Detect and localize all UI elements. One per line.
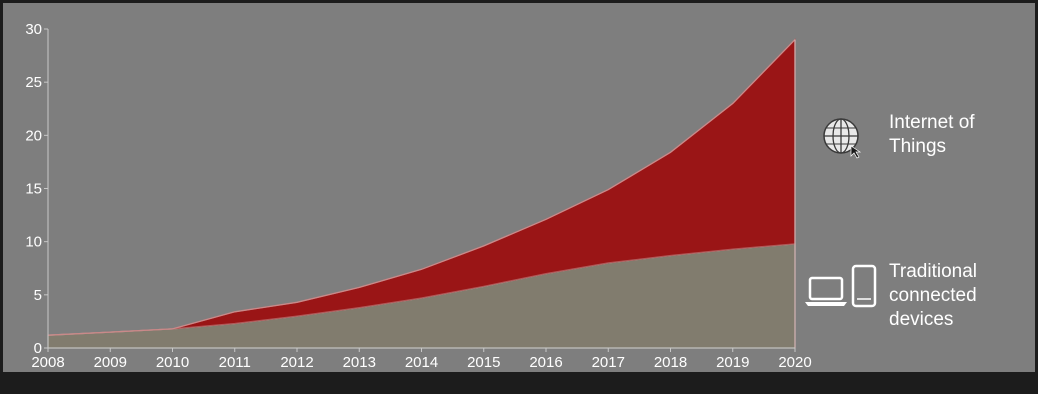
x-tick-label: 2017 [592,354,625,371]
x-tick-label: 2019 [716,354,749,371]
y-axis-ticks: 0 5 10 15 20 25 30 [25,21,48,357]
x-tick-label: 2013 [343,354,376,371]
y-tick-label: 10 [25,234,42,251]
legend-label-iot-line-2: Things [889,136,946,157]
globe-icon [823,118,862,159]
x-tick-label: 2009 [94,354,127,371]
legend-label-traditional-line-2: connected [889,285,977,306]
phone-icon [851,264,877,308]
y-tick-label: 5 [34,287,42,304]
legend-label-iot-line-1: Internet of [889,112,975,133]
legend-item-traditional-devices: Traditional connected devices [805,261,977,330]
y-tick-label: 30 [25,21,42,38]
y-tick-label: 0 [34,340,42,357]
legend-label-traditional-line-1: Traditional [889,261,977,282]
x-tick-label: 2014 [405,354,438,371]
y-tick-label: 15 [25,181,42,198]
x-tick-label: 2015 [467,354,500,371]
legend-label-traditional-line-3: devices [889,309,953,330]
y-tick-label: 25 [25,74,42,91]
x-tick-label: 2012 [280,354,313,371]
x-tick-label: 2020 [778,354,811,371]
series-line-internet-of-things [47,39,796,336]
x-tick-label: 2018 [654,354,687,371]
y-tick-label: 20 [25,127,42,144]
x-axis-ticks: 2008 2009 2010 2011 2012 2013 2014 2015 2016 2017… [31,348,812,371]
laptop-icon [805,276,847,306]
x-tick-label: 2010 [156,354,189,371]
x-tick-label: 2008 [31,354,64,371]
x-tick-label: 2011 [219,354,251,371]
x-tick-label: 2016 [529,354,562,371]
area-layer [47,38,796,349]
legend-item-internet-of-things: Internet of Things [823,112,975,159]
